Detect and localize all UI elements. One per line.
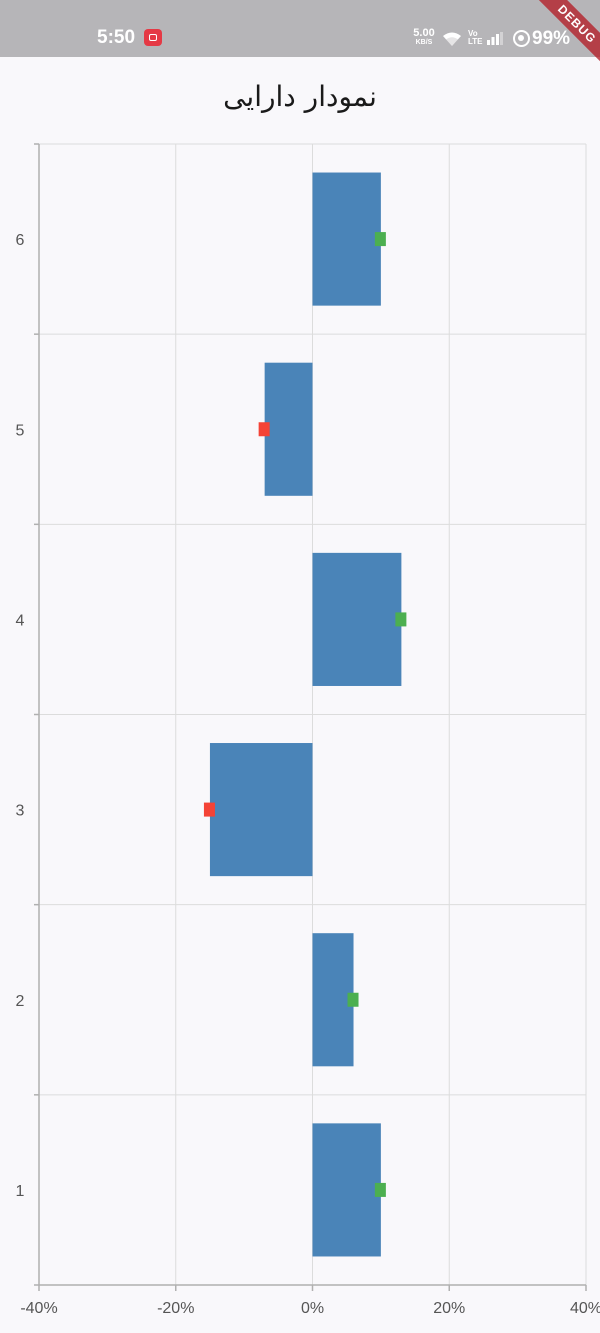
y-tick-label: 3: [16, 803, 25, 820]
x-tick-label: 0%: [301, 1300, 324, 1317]
x-tick-label: 40%: [570, 1300, 600, 1317]
bar-end-marker: [347, 992, 359, 1007]
network-speed: 5.00 KB/S: [410, 28, 438, 48]
x-tick-label: -40%: [20, 1300, 57, 1317]
bar-end-marker: [203, 802, 215, 817]
bar: [312, 1123, 381, 1257]
bar-end-marker: [374, 232, 386, 247]
chart-title: نمودار دارایی: [223, 80, 377, 113]
x-tick-label: -20%: [157, 1300, 194, 1317]
bar: [312, 933, 354, 1067]
x-tick-label: 20%: [433, 1300, 465, 1317]
bar: [312, 172, 381, 306]
bar-end-marker: [374, 1182, 386, 1197]
volte-icon: Vo LTE: [468, 29, 483, 46]
dnd-icon: [513, 30, 530, 47]
bar-end-marker: [258, 422, 270, 437]
bar: [209, 743, 313, 877]
battery-level: 99%: [532, 28, 571, 49]
status-bar: 5:50 5.00 KB/S Vo LTE 99%: [0, 0, 600, 57]
bar: [312, 552, 402, 686]
volte-top-label: Vo: [468, 29, 478, 38]
network-speed-unit: KB/S: [415, 39, 433, 46]
y-tick-label: 6: [16, 232, 25, 249]
bar: [264, 362, 313, 496]
y-tick-label: 4: [16, 612, 25, 629]
wifi-icon: [442, 31, 462, 52]
y-tick-label: 2: [16, 993, 25, 1010]
status-time: 5:50: [97, 27, 136, 48]
volte-bottom-label: LTE: [468, 37, 483, 46]
y-tick-label: 1: [16, 1183, 25, 1200]
bar-end-marker: [395, 612, 407, 627]
screen-record-icon: [144, 29, 162, 46]
signal-icon: [487, 32, 503, 50]
y-tick-label: 5: [16, 422, 25, 439]
network-speed-value: 5.00: [413, 27, 435, 39]
